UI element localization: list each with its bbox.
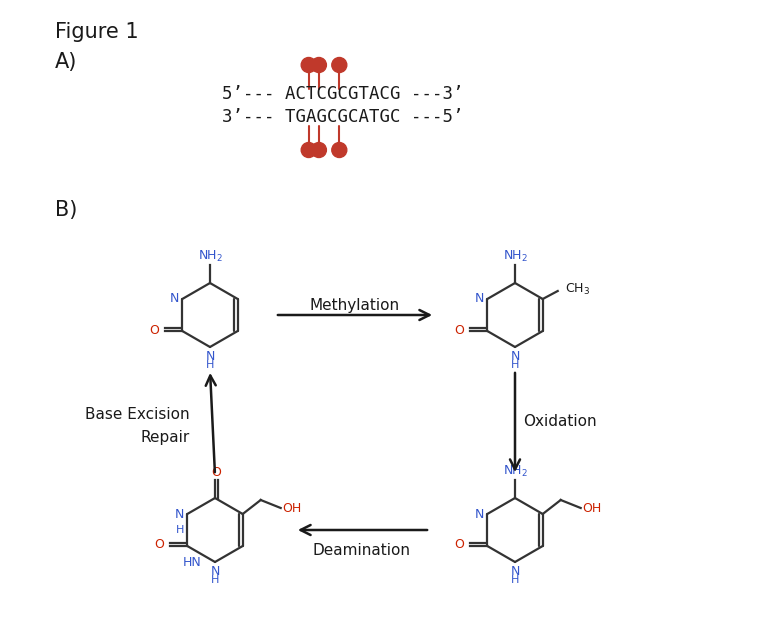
Text: N: N: [205, 350, 215, 363]
Text: OH: OH: [283, 501, 302, 515]
Text: 5’--- ACTCGCGTACG ---3’: 5’--- ACTCGCGTACG ---3’: [222, 85, 463, 103]
Circle shape: [332, 142, 347, 158]
Text: N: N: [475, 508, 484, 520]
Text: H: H: [511, 360, 519, 370]
Text: A): A): [55, 52, 77, 72]
Text: H: H: [206, 360, 215, 370]
Text: Deamination: Deamination: [313, 543, 411, 558]
Text: N: N: [170, 292, 180, 306]
Text: N: N: [175, 508, 184, 520]
Circle shape: [332, 57, 347, 72]
Text: Repair: Repair: [141, 430, 190, 445]
Circle shape: [312, 57, 327, 72]
Text: Base Excision: Base Excision: [86, 407, 190, 422]
Text: OH: OH: [583, 501, 602, 515]
Text: O: O: [211, 466, 221, 479]
Text: O: O: [454, 539, 465, 551]
Circle shape: [312, 142, 327, 158]
Circle shape: [301, 142, 316, 158]
Text: NH$_2$: NH$_2$: [503, 249, 528, 264]
Text: H: H: [511, 575, 519, 585]
Text: H: H: [211, 575, 219, 585]
Text: CH$_3$: CH$_3$: [565, 282, 590, 297]
Text: B): B): [55, 200, 77, 220]
Text: N: N: [210, 565, 220, 578]
Text: H: H: [176, 525, 184, 535]
Circle shape: [301, 57, 316, 72]
Text: Methylation: Methylation: [310, 298, 400, 313]
Text: O: O: [155, 539, 164, 551]
Text: NH$_2$: NH$_2$: [503, 464, 528, 479]
Text: O: O: [149, 323, 159, 336]
Text: N: N: [510, 350, 520, 363]
Text: N: N: [510, 565, 520, 578]
Text: Oxidation: Oxidation: [523, 415, 597, 430]
Text: NH$_2$: NH$_2$: [198, 249, 223, 264]
Text: 3’--- TGAGCGCATGC ---5’: 3’--- TGAGCGCATGC ---5’: [222, 108, 463, 126]
Text: Figure 1: Figure 1: [55, 22, 139, 42]
Text: HN: HN: [182, 556, 201, 568]
Text: O: O: [454, 323, 465, 336]
Text: N: N: [475, 292, 484, 306]
